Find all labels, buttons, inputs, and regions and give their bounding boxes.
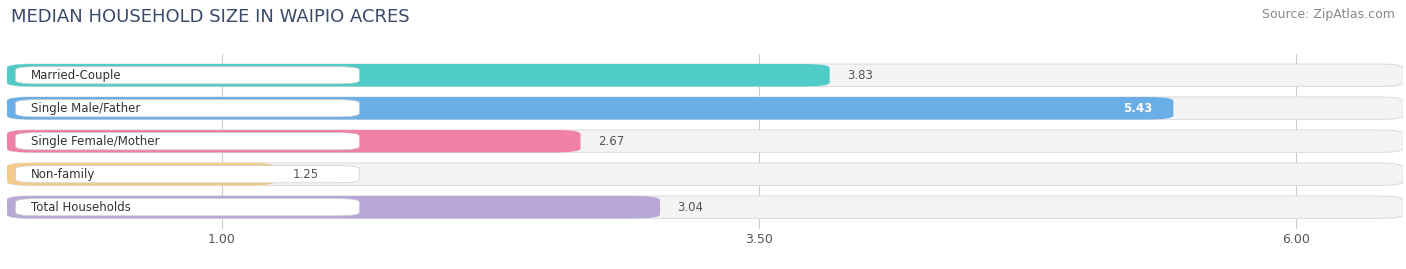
Text: 3.83: 3.83: [846, 69, 873, 82]
Text: 1.25: 1.25: [292, 168, 319, 181]
FancyBboxPatch shape: [7, 196, 1403, 218]
Text: Non-family: Non-family: [31, 168, 96, 181]
Text: MEDIAN HOUSEHOLD SIZE IN WAIPIO ACRES: MEDIAN HOUSEHOLD SIZE IN WAIPIO ACRES: [11, 8, 411, 26]
FancyBboxPatch shape: [7, 163, 1403, 185]
Text: 2.67: 2.67: [598, 135, 624, 148]
Text: Total Households: Total Households: [31, 201, 131, 214]
FancyBboxPatch shape: [7, 64, 1403, 86]
FancyBboxPatch shape: [7, 163, 276, 185]
FancyBboxPatch shape: [15, 166, 360, 183]
FancyBboxPatch shape: [7, 130, 1403, 153]
Text: Single Female/Mother: Single Female/Mother: [31, 135, 159, 148]
FancyBboxPatch shape: [7, 64, 830, 86]
FancyBboxPatch shape: [15, 133, 360, 150]
Text: Source: ZipAtlas.com: Source: ZipAtlas.com: [1261, 8, 1395, 21]
FancyBboxPatch shape: [15, 199, 360, 216]
FancyBboxPatch shape: [7, 196, 659, 218]
Text: 5.43: 5.43: [1122, 102, 1152, 115]
FancyBboxPatch shape: [7, 97, 1403, 119]
Text: Single Male/Father: Single Male/Father: [31, 102, 141, 115]
FancyBboxPatch shape: [7, 130, 581, 153]
Text: 3.04: 3.04: [678, 201, 703, 214]
FancyBboxPatch shape: [7, 97, 1174, 119]
FancyBboxPatch shape: [15, 67, 360, 84]
Text: Married-Couple: Married-Couple: [31, 69, 121, 82]
FancyBboxPatch shape: [15, 100, 360, 117]
